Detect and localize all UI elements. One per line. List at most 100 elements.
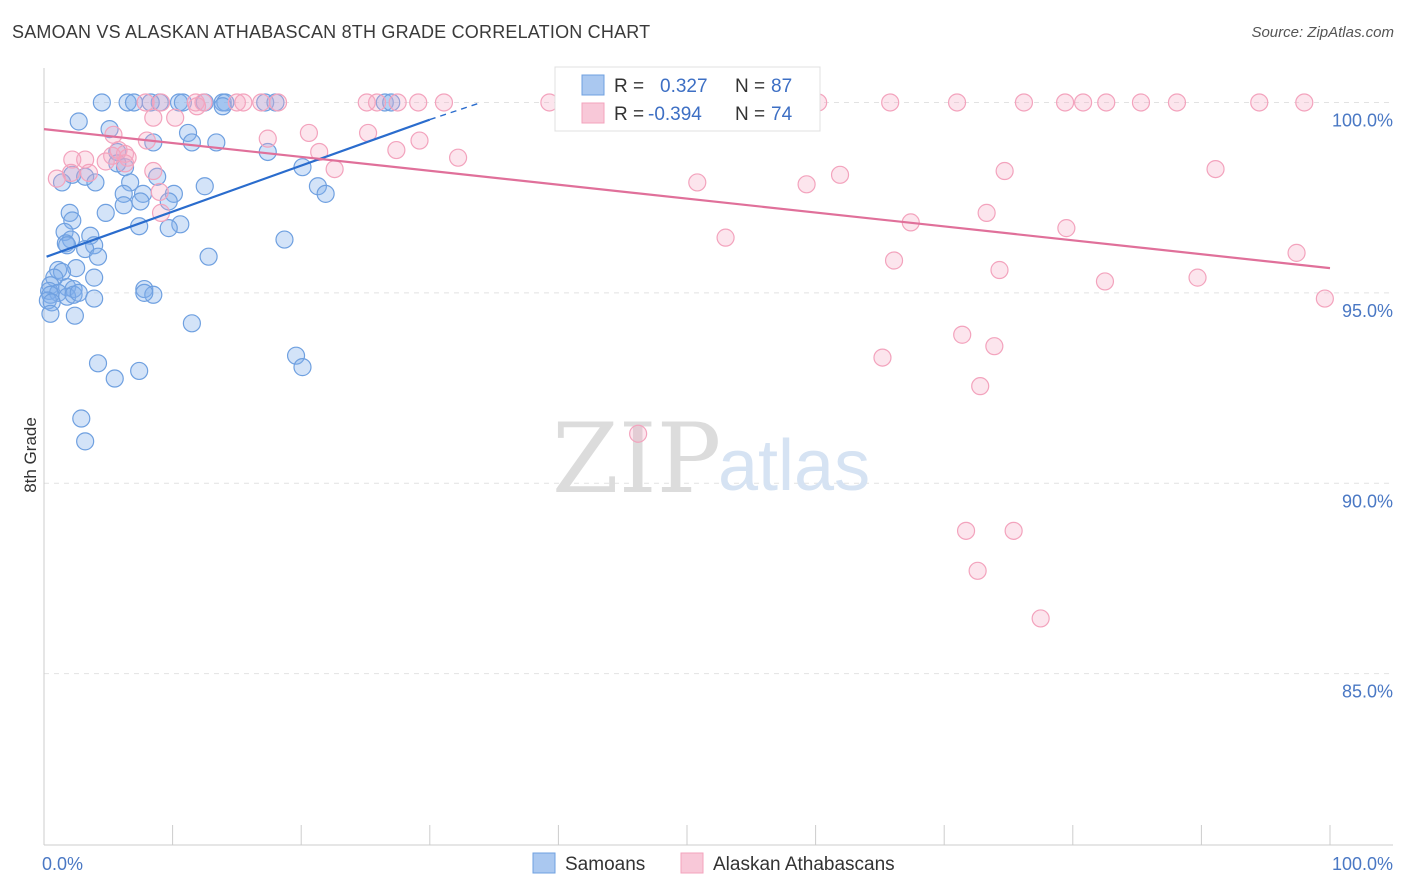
alaskan-point — [299, 123, 319, 143]
axes — [43, 68, 1393, 846]
samoan-point — [141, 93, 160, 112]
alaskan-point — [716, 228, 735, 247]
top-legend: R = 0.327 N = 87 R = -0.394 N = 74 — [554, 66, 821, 132]
alaskan-point — [357, 93, 376, 112]
y-tick-label: 100.0% — [1332, 110, 1393, 130]
alaskan-point — [252, 93, 271, 112]
alaskan-point — [1097, 93, 1116, 112]
alaskan-point — [268, 93, 288, 112]
samoan-point — [121, 173, 140, 192]
samoan-point — [65, 306, 84, 325]
alaskan-point — [830, 165, 850, 184]
alaskan-point — [953, 325, 972, 344]
legend-r-value-samoans: 0.327 — [660, 76, 708, 97]
samoan-point — [316, 184, 335, 203]
samoan-point — [375, 93, 394, 112]
alaskan-point — [47, 169, 66, 188]
alaskan-point — [1031, 609, 1050, 628]
y-tick-label: 95.0% — [1342, 301, 1393, 321]
alaskan-point — [367, 93, 387, 112]
samoan-point — [69, 283, 88, 302]
alaskan-point — [434, 93, 454, 112]
alaskan-point — [104, 125, 123, 144]
series-alaskan-athabascans-points — [47, 93, 1334, 628]
samoan-point — [308, 177, 328, 196]
alaskan-point — [1055, 93, 1075, 112]
alaskan-point — [995, 161, 1014, 181]
samoan-point — [173, 93, 192, 112]
alaskan-point — [144, 108, 163, 127]
samoan-point — [293, 358, 312, 377]
samoan-point — [69, 112, 88, 131]
alaskan-point — [977, 203, 996, 222]
alaskan-point — [234, 93, 253, 112]
y-tick-labels: 85.0% 90.0% 95.0% 100.0% — [1332, 110, 1393, 701]
watermark-zip: ZIP — [552, 403, 721, 515]
alaskan-point — [150, 182, 169, 202]
legend-r-label-alaskan: R = — [614, 104, 644, 125]
alaskan-point — [1295, 93, 1314, 112]
source-label: Source: ZipAtlas.com — [1251, 24, 1394, 41]
samoan-point — [86, 173, 105, 192]
alaskan-point — [1188, 268, 1207, 287]
alaskan-point — [1004, 521, 1023, 540]
samoan-point — [131, 192, 150, 211]
alaskan-point — [947, 93, 967, 112]
samoan-point — [195, 177, 214, 196]
alaskan-point — [310, 142, 329, 162]
y-tick-label: 85.0% — [1342, 682, 1393, 702]
alaskan-point — [387, 140, 406, 160]
samoan-point — [67, 259, 86, 278]
samoan-point — [58, 278, 77, 297]
samoan-point — [88, 354, 108, 373]
alaskan-point — [884, 251, 904, 270]
samoan-point — [182, 133, 201, 152]
samoan-point — [130, 361, 149, 381]
alaskan-point — [325, 160, 344, 179]
alaskan-point — [1287, 243, 1306, 262]
alaskan-point — [968, 561, 987, 580]
samoan-point — [182, 314, 201, 333]
legend-n-value-alaskan: 74 — [771, 104, 793, 125]
samoan-point — [105, 369, 124, 388]
samoan-point — [96, 203, 115, 222]
alaskan-point — [1206, 160, 1225, 179]
legend-swatch-alaskan — [581, 102, 605, 124]
legend-r-value-alaskan: -0.394 — [648, 104, 702, 125]
samoan-point — [286, 346, 306, 365]
alaskan-point — [410, 131, 429, 150]
legend-n-label-alaskan: N = — [735, 104, 765, 125]
alaskan-point — [881, 93, 900, 112]
alaskan-point — [1315, 289, 1334, 308]
samoan-point — [178, 123, 198, 143]
samoan-trend-extension — [429, 101, 482, 121]
alaskan-point — [1250, 93, 1269, 112]
grid-lines — [44, 101, 1393, 675]
alaskan-point — [629, 424, 648, 443]
alaskan-point — [227, 93, 246, 112]
samoan-point — [41, 304, 60, 323]
bottom-legend-swatch-alaskan — [680, 852, 704, 874]
y-tick-label: 90.0% — [1342, 491, 1393, 511]
samoan-point — [72, 409, 91, 428]
samoan-point — [159, 219, 178, 238]
x-tick-label-min: 0.0% — [42, 854, 83, 874]
alaskan-point — [409, 93, 428, 112]
bottom-legend-alaskan: Alaskan Athabascans — [713, 854, 895, 875]
alaskan-point — [144, 161, 163, 181]
alaskan-point — [873, 348, 892, 367]
samoan-trend-line — [46, 118, 431, 258]
alaskan-point — [1073, 93, 1093, 112]
alaskan-point — [136, 93, 155, 112]
samoan-point — [118, 93, 137, 112]
trend-lines — [43, 101, 1331, 270]
alaskan-point — [1057, 219, 1076, 238]
alaskan-point — [166, 108, 185, 127]
alaskan-point — [971, 377, 990, 396]
alaskan-point — [956, 521, 976, 540]
alaskan-point — [990, 260, 1009, 280]
alaskan-point — [797, 175, 816, 194]
alaskan-point — [115, 154, 135, 173]
alaskan-point — [688, 173, 707, 192]
